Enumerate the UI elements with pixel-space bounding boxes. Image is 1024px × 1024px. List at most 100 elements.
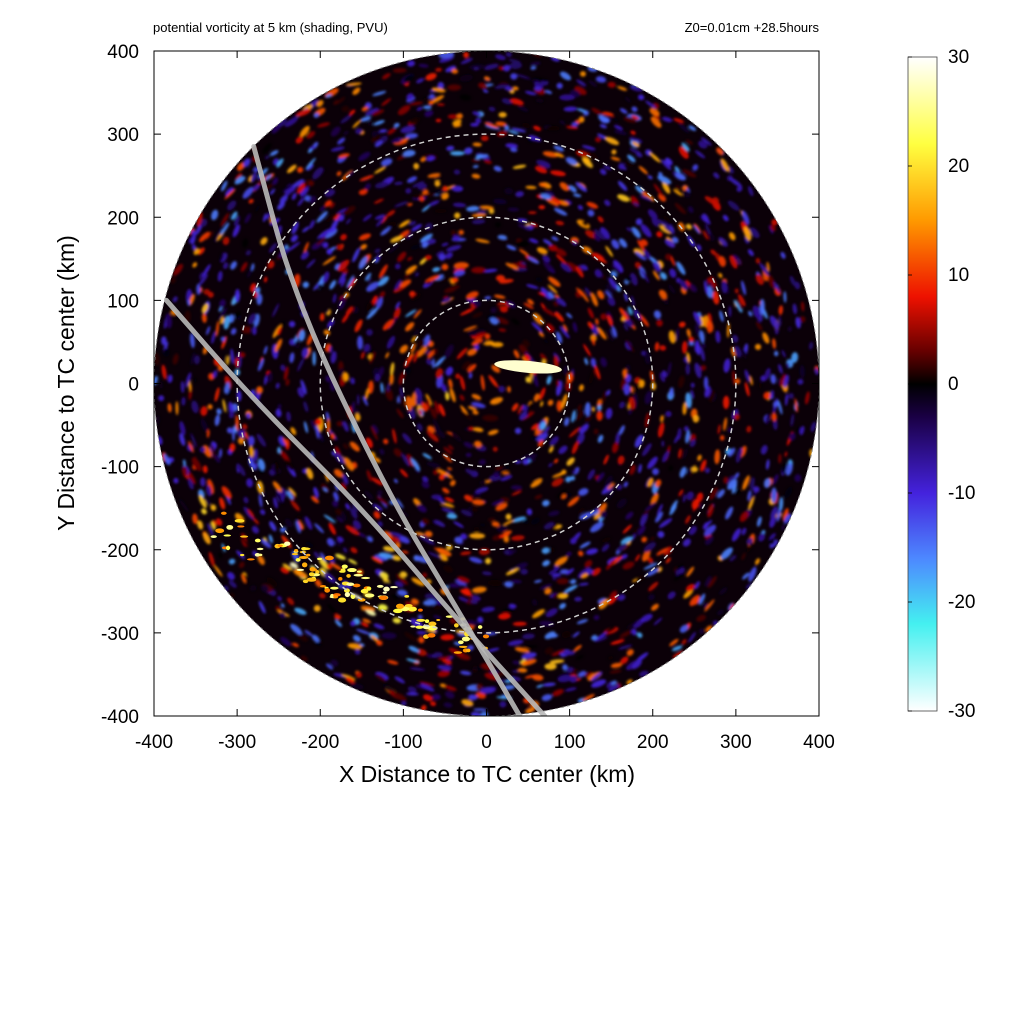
pv-cell [322, 271, 330, 283]
pv-cell [280, 566, 290, 574]
pv-cell [329, 346, 333, 353]
pv-cell [196, 212, 203, 227]
pv-cell [572, 631, 580, 638]
pv-cell [380, 382, 384, 394]
pv-band-cell [298, 555, 309, 559]
pv-cell [214, 454, 221, 463]
pv-band-cell [291, 552, 299, 556]
pv-cell [289, 562, 299, 569]
pv-cell [671, 236, 679, 244]
pv-cell [280, 183, 295, 193]
pv-cell [416, 504, 427, 513]
pv-cell [452, 119, 462, 126]
pv-cell [215, 320, 220, 337]
pv-band-cell [344, 591, 351, 598]
pv-cell [604, 136, 620, 146]
pv-cell [207, 523, 214, 536]
pv-cell [625, 276, 633, 282]
pv-cell [433, 652, 443, 658]
pv-cell [414, 272, 420, 277]
pv-cell [206, 326, 211, 336]
pv-cell [518, 106, 529, 112]
pv-cell [539, 162, 551, 169]
pv-cell [575, 410, 585, 421]
pv-cell [362, 618, 371, 624]
colorbar-tick-label: 10 [948, 265, 969, 286]
pv-cell [685, 223, 692, 230]
pv-cell [728, 447, 736, 457]
y-tick-label: 400 [107, 42, 139, 63]
pv-cell [279, 612, 286, 619]
pv-cell [336, 171, 342, 177]
pv-cell [243, 158, 251, 168]
pv-cell [221, 180, 228, 192]
pv-cell [628, 396, 636, 410]
pv-cell [789, 275, 796, 286]
pv-cell [404, 133, 418, 139]
pv-cell [471, 158, 481, 163]
pv-cell [690, 382, 695, 388]
pv-cell [678, 375, 685, 388]
pv-cell [371, 477, 384, 486]
pv-cell [374, 214, 386, 220]
pv-cell [438, 554, 448, 562]
pv-cell [568, 185, 577, 193]
pv-cell [694, 362, 702, 379]
pv-cell [619, 108, 628, 114]
pv-cell [728, 305, 732, 318]
pv-cell [595, 318, 599, 325]
y-tick-label: 300 [107, 125, 139, 146]
pv-cell [609, 669, 622, 674]
pv-cell [378, 129, 388, 133]
pv-cell [679, 466, 687, 478]
pv-cell [556, 488, 568, 498]
pv-cell [230, 211, 238, 221]
pv-cell [612, 442, 619, 454]
pv-cell [472, 666, 484, 671]
pv-cell [322, 256, 336, 266]
pv-cell [582, 157, 591, 164]
pv-cell [590, 521, 604, 533]
pv-cell [645, 100, 656, 109]
pv-cell [379, 448, 385, 455]
pv-cell [390, 362, 395, 376]
pv-cell [167, 403, 172, 413]
pv-cell [433, 519, 446, 527]
pv-band-cell [258, 553, 263, 557]
pv-cell [251, 263, 255, 271]
pv-band-cell [225, 545, 231, 551]
pv-cell [471, 402, 486, 408]
pv-cell [537, 292, 546, 296]
pv-cell [378, 552, 394, 559]
pv-cell [262, 213, 267, 223]
pv-cell [570, 537, 577, 545]
pv-cell [688, 631, 696, 643]
pv-cell [778, 316, 782, 327]
pv-cell [416, 423, 423, 432]
pv-cell [336, 536, 344, 543]
pv-band-cell [341, 564, 348, 569]
pv-cell [362, 214, 373, 222]
pv-cell [566, 457, 575, 466]
pv-cell [539, 583, 552, 590]
pv-cell [291, 192, 297, 200]
pv-cell [300, 251, 310, 260]
pv-cell [552, 689, 564, 697]
pv-cell [734, 378, 741, 385]
pv-cell [539, 193, 552, 200]
pv-cell [727, 200, 740, 211]
colorbar-tick-label: 30 [948, 47, 969, 68]
pv-cell [257, 555, 265, 565]
pv-cell [787, 326, 792, 332]
pv-cell [542, 499, 550, 507]
pv-cell [491, 521, 500, 527]
pv-cell [603, 454, 609, 465]
pv-cell [426, 359, 433, 365]
pv-cell [269, 188, 276, 195]
pv-cell [285, 378, 290, 386]
pv-cell [560, 71, 572, 81]
pv-cell [333, 491, 339, 501]
pv-cell [298, 329, 306, 342]
pv-cell [335, 96, 346, 105]
pv-cell [610, 662, 623, 668]
